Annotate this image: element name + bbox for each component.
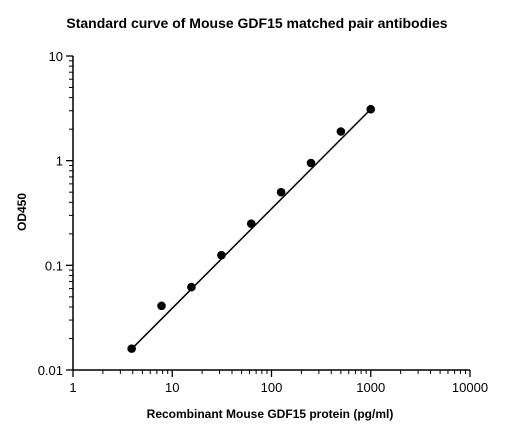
axes <box>72 56 470 371</box>
y-tick-label: 0.01 <box>38 363 63 378</box>
y-axis-label: OD450 <box>15 193 29 231</box>
y-tick-label: 1 <box>56 154 63 169</box>
x-tick-label: 1000 <box>356 380 385 395</box>
data-points <box>127 104 376 353</box>
fit-line-group <box>131 108 372 350</box>
data-point <box>187 282 196 292</box>
data-point <box>276 187 286 197</box>
data-point <box>246 219 256 228</box>
fit-line <box>131 108 372 350</box>
chart-title: Standard curve of Mouse GDF15 matched pa… <box>66 15 447 31</box>
data-point <box>366 104 376 114</box>
x-tick-label: 1 <box>69 380 76 395</box>
data-point <box>157 301 166 311</box>
data-point <box>306 158 316 168</box>
x-tick-label: 100 <box>261 380 283 395</box>
y-axis-ticks: 0.01 0.1 1 10 <box>38 49 73 378</box>
x-tick-label: 10000 <box>452 380 488 395</box>
data-point <box>127 344 136 353</box>
data-point <box>336 127 346 136</box>
y-tick-label: 0.1 <box>45 258 63 273</box>
x-axis-label: Recombinant Mouse GDF15 protein (pg/ml) <box>147 407 394 421</box>
x-axis-ticks: 1 10 100 1000 10000 <box>69 370 488 395</box>
x-tick-label: 10 <box>165 380 179 395</box>
data-point <box>217 250 226 260</box>
y-tick-label: 10 <box>49 49 63 64</box>
